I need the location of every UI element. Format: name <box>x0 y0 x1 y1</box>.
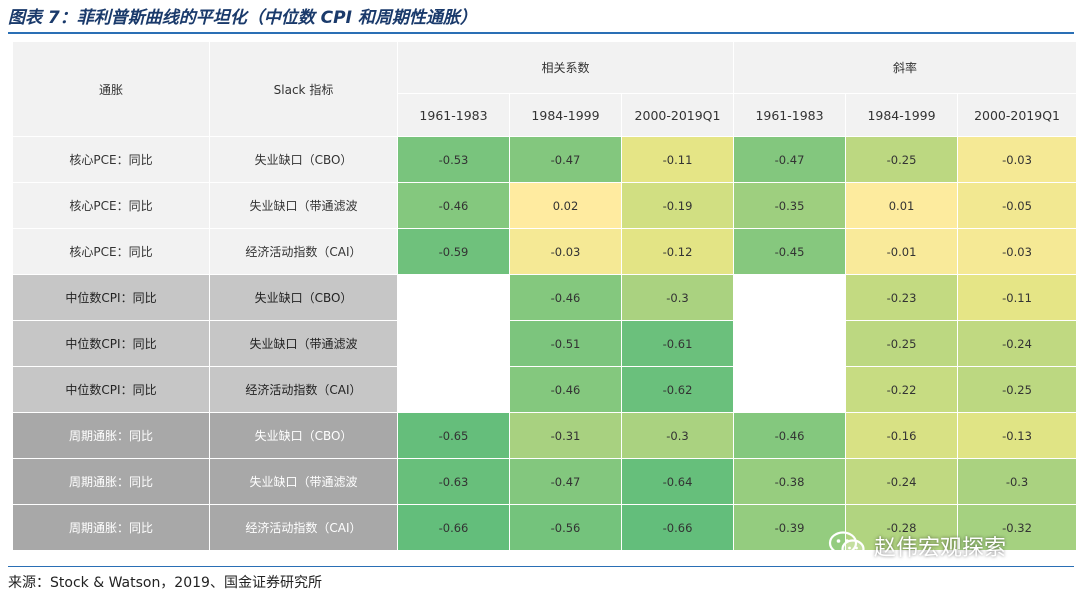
slope-value: -0.05 <box>957 182 1078 229</box>
slope-value: -0.35 <box>733 182 847 229</box>
row-slack-label: 经济活动指数（CAI） <box>209 504 398 551</box>
row-inflation-label: 核心PCE：同比 <box>12 182 210 229</box>
wechat-icon <box>828 531 865 560</box>
table-row: 中位数CPI：同比 经济活动指数（CAI） -0.46 -0.62 -0.22 -0.25 <box>12 366 1078 413</box>
row-inflation-label: 核心PCE：同比 <box>12 228 210 275</box>
row-slack-label: 失业缺口（带通滤波 <box>209 458 398 505</box>
header-period: 1984-1999 <box>845 93 959 137</box>
correlation-value: -0.3 <box>620 412 735 459</box>
slope-value: -0.25 <box>845 320 959 367</box>
table-row: 中位数CPI：同比 失业缺口（CBO） -0.46 -0.3 -0.23 -0.11 <box>12 274 1078 321</box>
empty-cell <box>733 274 847 321</box>
slope-value: -0.45 <box>733 228 847 275</box>
figure-title: 图表 7：菲利普斯曲线的平坦化（中位数 CPI 和周期性通胀） <box>8 8 477 28</box>
title-rule <box>8 32 1074 34</box>
table-row: 核心PCE：同比 失业缺口（CBO） -0.53 -0.47 -0.11 -0.47 -0.… <box>12 136 1078 183</box>
header-period: 1961-1983 <box>733 93 847 137</box>
correlation-value: -0.53 <box>397 136 510 183</box>
correlation-value: -0.12 <box>620 228 735 275</box>
row-inflation-label: 周期通胀：同比 <box>12 412 210 459</box>
correlation-value: -0.47 <box>509 458 622 505</box>
row-slack-label: 经济活动指数（CAI） <box>209 228 398 275</box>
row-inflation-label: 周期通胀：同比 <box>12 458 210 505</box>
header-period: 2000-2019Q1 <box>620 93 735 137</box>
slope-value: -0.13 <box>957 412 1078 459</box>
slope-value: -0.23 <box>845 274 959 321</box>
correlation-value: -0.61 <box>620 320 735 367</box>
row-inflation-label: 核心PCE：同比 <box>12 136 210 183</box>
slope-value: -0.46 <box>733 412 847 459</box>
empty-cell <box>397 366 510 413</box>
row-inflation-label: 周期通胀：同比 <box>12 504 210 551</box>
empty-cell <box>397 274 510 321</box>
watermark-text: 赵伟宏观探索 <box>874 536 1007 561</box>
correlation-value: -0.47 <box>509 136 622 183</box>
slope-value: -0.25 <box>957 366 1078 413</box>
header-inflation: 通胀 <box>12 41 210 137</box>
correlation-value: -0.03 <box>509 228 622 275</box>
table-row: 中位数CPI：同比 失业缺口（带通滤波 -0.51 -0.61 -0.25 -0.24 <box>12 320 1078 367</box>
slope-value: -0.47 <box>733 136 847 183</box>
slope-value: -0.3 <box>957 458 1078 505</box>
slope-value: 0.01 <box>845 182 959 229</box>
slope-value: -0.03 <box>957 228 1078 275</box>
correlation-value: -0.31 <box>509 412 622 459</box>
correlation-value: -0.19 <box>620 182 735 229</box>
table-row: 周期通胀：同比 失业缺口（带通滤波 -0.63 -0.47 -0.64 -0.38 -0.2… <box>12 458 1078 505</box>
row-inflation-label: 中位数CPI：同比 <box>12 366 210 413</box>
phillips-curve-table: 通胀 Slack 指标 相关系数 斜率 1961-1983 1984-1999 … <box>12 41 1078 551</box>
correlation-value: -0.62 <box>620 366 735 413</box>
header-group-correlation: 相关系数 <box>396 41 735 94</box>
slope-value: -0.24 <box>845 458 959 505</box>
empty-cell <box>733 320 847 367</box>
slope-value: -0.22 <box>845 366 959 413</box>
empty-cell <box>733 366 847 413</box>
header-group-slope: 斜率 <box>733 41 1078 94</box>
header-slack: Slack 指标 <box>209 41 398 137</box>
slope-value: -0.28 <box>845 504 959 551</box>
correlation-value: -0.65 <box>397 412 510 459</box>
correlation-value: -0.3 <box>620 274 735 321</box>
row-slack-label: 失业缺口（带通滤波 <box>209 182 398 229</box>
correlation-value: -0.66 <box>620 504 735 551</box>
correlation-value: -0.64 <box>620 458 735 505</box>
row-slack-label: 失业缺口（CBO） <box>209 412 398 459</box>
empty-cell <box>397 320 510 367</box>
table-row: 周期通胀：同比 经济活动指数（CAI） -0.66 -0.56 -0.66 -0.39 -0… <box>12 504 1078 551</box>
table-row: 核心PCE：同比 失业缺口（带通滤波 -0.46 0.02 -0.19 -0.35 0.01… <box>12 182 1078 229</box>
correlation-value: 0.02 <box>509 182 622 229</box>
slope-value: -0.01 <box>845 228 959 275</box>
row-inflation-label: 中位数CPI：同比 <box>12 320 210 367</box>
slope-value: -0.11 <box>957 274 1078 321</box>
correlation-value: -0.51 <box>509 320 622 367</box>
slope-value: -0.39 <box>733 504 847 551</box>
slope-value: -0.16 <box>845 412 959 459</box>
source-note: 来源：Stock & Watson，2019、国金证券研究所 <box>8 575 322 591</box>
table-row: 周期通胀：同比 失业缺口（CBO） -0.65 -0.31 -0.3 -0.46 -0.16… <box>12 412 1078 459</box>
row-slack-label: 失业缺口（带通滤波 <box>209 320 398 367</box>
row-slack-label: 经济活动指数（CAI） <box>209 366 398 413</box>
correlation-value: -0.46 <box>509 274 622 321</box>
correlation-value: -0.66 <box>397 504 510 551</box>
watermark: 赵伟宏观探索 <box>828 528 1006 564</box>
header-period: 1984-1999 <box>509 93 622 137</box>
row-slack-label: 失业缺口（CBO） <box>209 136 398 183</box>
slope-value: -0.25 <box>845 136 959 183</box>
slope-value: -0.32 <box>957 504 1078 551</box>
correlation-value: -0.46 <box>397 182 510 229</box>
header-period: 2000-2019Q1 <box>957 93 1078 137</box>
header-period: 1961-1983 <box>397 93 510 137</box>
correlation-value: -0.11 <box>620 136 735 183</box>
table-row: 核心PCE：同比 经济活动指数（CAI） -0.59 -0.03 -0.12 -0.45-… <box>12 228 1078 275</box>
source-rule <box>8 566 1074 567</box>
slope-value: -0.38 <box>733 458 847 505</box>
row-inflation-label: 中位数CPI：同比 <box>12 274 210 321</box>
slope-value: -0.24 <box>957 320 1078 367</box>
correlation-value: -0.59 <box>397 228 510 275</box>
correlation-value: -0.56 <box>509 504 622 551</box>
correlation-value: -0.63 <box>397 458 510 505</box>
slope-value: -0.03 <box>957 136 1078 183</box>
correlation-value: -0.46 <box>509 366 622 413</box>
row-slack-label: 失业缺口（CBO） <box>209 274 398 321</box>
